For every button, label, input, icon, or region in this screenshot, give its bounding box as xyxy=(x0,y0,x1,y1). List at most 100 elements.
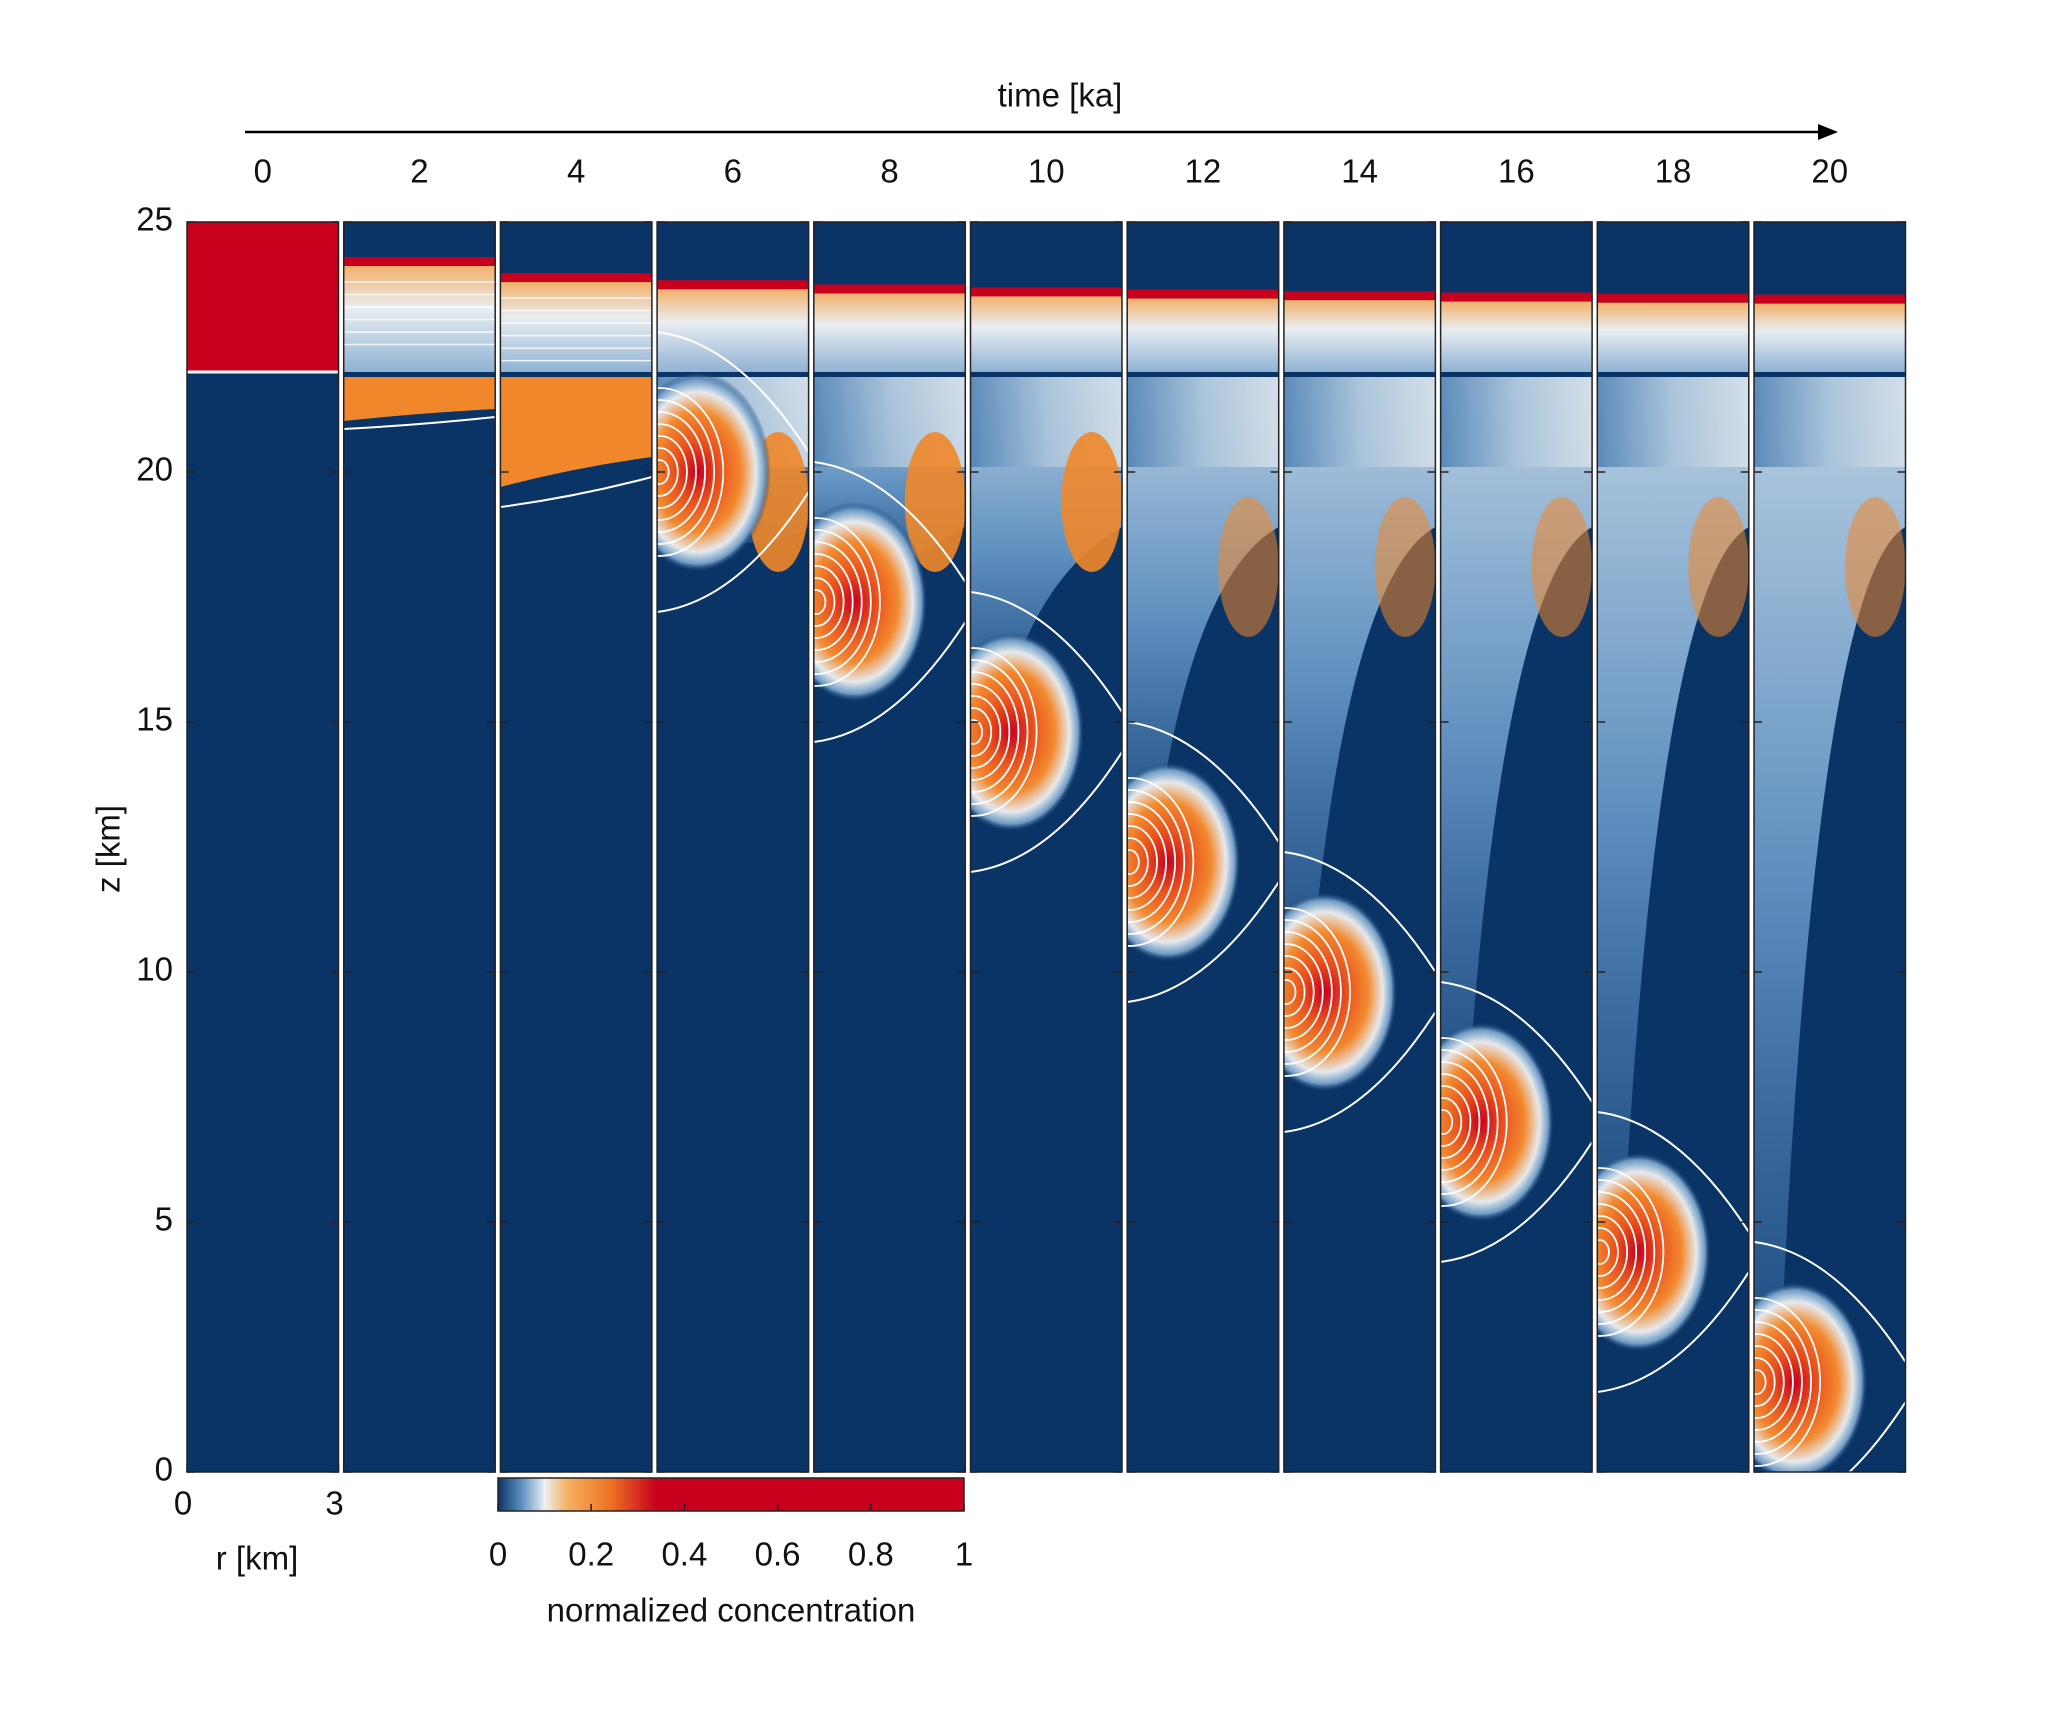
contour xyxy=(813,541,863,663)
top-rim xyxy=(500,273,652,283)
contour xyxy=(970,751,1122,873)
contour xyxy=(813,621,966,743)
wisp xyxy=(1218,497,1279,637)
contour xyxy=(970,683,1011,781)
surface-layer xyxy=(1597,302,1749,372)
y-tick-label: 25 xyxy=(136,201,173,238)
contour xyxy=(1127,789,1186,935)
contour xyxy=(1127,813,1167,911)
contour xyxy=(1597,1203,1638,1301)
y-tick-label: 15 xyxy=(136,701,173,738)
panel xyxy=(813,222,966,1472)
wisp xyxy=(1688,497,1749,637)
panel-frame xyxy=(813,221,967,1473)
contour xyxy=(657,435,688,509)
contour xyxy=(1597,1239,1610,1265)
contour xyxy=(1283,943,1324,1041)
panel-frame xyxy=(1439,221,1593,1473)
colorbar-tick-label: 0.6 xyxy=(755,1536,801,1573)
contour xyxy=(1127,881,1279,1003)
top-rim xyxy=(1597,293,1749,303)
contour xyxy=(1127,837,1149,887)
contour xyxy=(813,517,881,687)
panel xyxy=(657,222,809,1472)
y-tick-label: 0 xyxy=(155,1451,173,1488)
arrow-head xyxy=(1818,124,1838,140)
time-tick-label: 4 xyxy=(567,153,585,190)
top-rim xyxy=(1754,294,1906,304)
contour xyxy=(657,491,809,613)
contour xyxy=(1127,721,1279,843)
time-tick-label: 10 xyxy=(1028,153,1065,190)
contour xyxy=(1597,1215,1628,1289)
y-tick-label: 5 xyxy=(155,1201,173,1238)
contour xyxy=(813,553,854,651)
time-tick-label: 18 xyxy=(1655,153,1692,190)
y-tick-label: 10 xyxy=(136,951,173,988)
colorbar-tick-label: 1 xyxy=(955,1536,973,1573)
contour xyxy=(657,411,706,533)
contour xyxy=(1440,981,1593,1103)
panel-frame xyxy=(656,221,810,1473)
contour xyxy=(1754,1333,1794,1431)
contour xyxy=(1754,1345,1785,1419)
panel xyxy=(1127,222,1279,1472)
y-axis-label: z [km] xyxy=(90,805,127,893)
mixing-zone xyxy=(1597,377,1749,467)
contour xyxy=(1127,777,1195,947)
top-rim xyxy=(1283,291,1436,301)
panel xyxy=(1283,222,1436,1472)
panel xyxy=(1754,222,1906,1472)
top-rim xyxy=(1440,292,1593,302)
contour xyxy=(1283,967,1306,1017)
contour xyxy=(1440,1049,1499,1195)
wisp xyxy=(1531,497,1593,637)
contour xyxy=(970,671,1020,793)
mixing-zone xyxy=(1754,377,1906,467)
x-tick-label: 3 xyxy=(325,1485,343,1522)
panel xyxy=(187,222,339,1472)
contour xyxy=(1847,1401,1906,1472)
panel-frame xyxy=(1126,221,1280,1473)
surface-layer xyxy=(1440,301,1593,372)
contour xyxy=(1127,825,1158,899)
orange-layer xyxy=(500,377,652,487)
contour xyxy=(1754,1297,1822,1467)
wisp xyxy=(1374,497,1436,637)
wisp xyxy=(1061,432,1122,572)
contour xyxy=(970,695,1002,769)
time-tick-label: 14 xyxy=(1341,153,1378,190)
contour xyxy=(813,461,966,583)
contour xyxy=(500,476,652,508)
panel xyxy=(343,222,496,1472)
surface-layer xyxy=(813,293,966,372)
time-tick-label: 12 xyxy=(1185,153,1222,190)
contour xyxy=(1754,1309,1812,1455)
wake xyxy=(1597,377,1749,1252)
surface-layer xyxy=(970,296,1122,372)
contour xyxy=(1440,1073,1481,1171)
mixing-zone xyxy=(1127,377,1279,467)
x-tick-label: 0 xyxy=(174,1485,192,1522)
time-tick-label: 6 xyxy=(724,153,742,190)
contour xyxy=(970,591,1122,713)
contour xyxy=(1597,1167,1665,1337)
colorbar-tick-label: 0.4 xyxy=(661,1536,707,1573)
contour xyxy=(1754,1241,1906,1363)
contour xyxy=(1283,1011,1436,1133)
panel xyxy=(970,222,1122,1472)
wisp xyxy=(904,432,966,572)
contour xyxy=(1597,1227,1619,1277)
contour xyxy=(1597,1191,1647,1313)
contour xyxy=(657,387,725,557)
panel-background xyxy=(343,222,496,1472)
time-tick-label: 16 xyxy=(1498,153,1535,190)
panel-frame xyxy=(1283,221,1437,1473)
wisp xyxy=(1844,497,1906,637)
contour xyxy=(1283,851,1436,973)
surface-layer xyxy=(500,282,652,372)
colorbar xyxy=(497,1477,965,1512)
contour xyxy=(1440,1109,1454,1135)
colorbar-tick-label: 0.8 xyxy=(848,1536,894,1573)
panel xyxy=(500,222,652,1472)
